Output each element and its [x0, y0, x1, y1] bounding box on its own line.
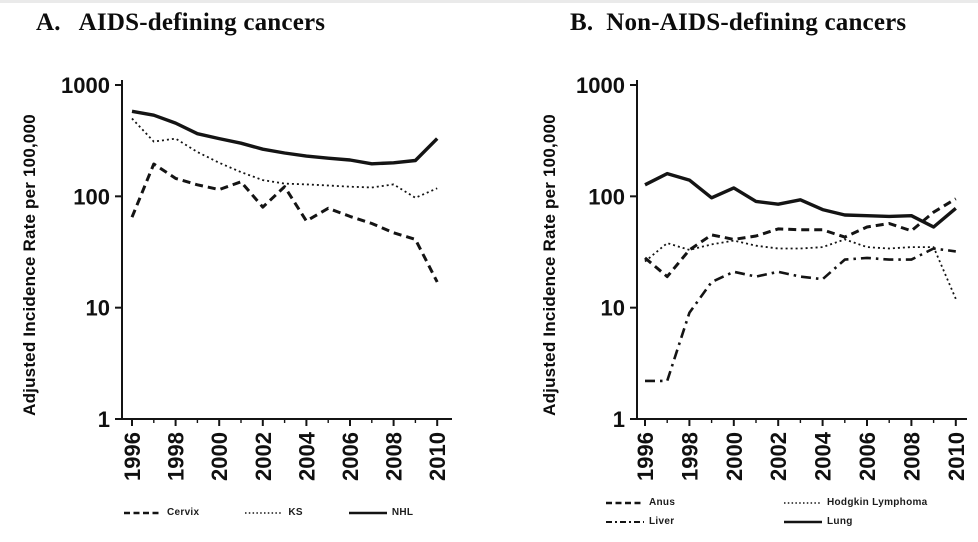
- legend-item-lung: Lung: [784, 516, 928, 527]
- x-tick-label: 2002: [766, 432, 791, 481]
- y-tick-label: 1: [98, 407, 110, 432]
- legend-line-sample-cervix: [124, 511, 162, 514]
- legend-line-sample-ks: [245, 511, 284, 514]
- x-tick-label: 2006: [338, 432, 363, 481]
- x-tick-label: 2000: [207, 432, 232, 481]
- legend-label-hodgkin-lymphoma: Hodgkin Lymphoma: [827, 497, 928, 508]
- x-tick-label: 2004: [294, 431, 319, 481]
- legend-item-anus: Anus: [606, 497, 784, 508]
- y-tick-label: 10: [86, 296, 110, 321]
- legend-line-sample-nhl: [348, 511, 387, 514]
- x-tick-label: 2002: [251, 432, 276, 481]
- y-tick-label: 1000: [576, 73, 625, 98]
- legend-line-sample-hodgkin-lymphoma: [784, 501, 822, 504]
- x-tick-label: 1998: [164, 432, 189, 481]
- legend-item-liver: Liver: [606, 516, 784, 527]
- x-tick-label: 2010: [425, 432, 450, 481]
- legend-line-sample-lung: [784, 520, 822, 523]
- series-line-liver: [645, 247, 956, 383]
- series-line-lung: [644, 171, 957, 229]
- x-tick-label: 2008: [899, 432, 924, 481]
- x-tick-label: 2000: [722, 432, 747, 481]
- x-tick-label: 1996: [633, 432, 658, 481]
- scan-artifact-top: [0, 0, 978, 3]
- chart-panel-b: 1 10 100 1000 1996 1998 2000 2002 2004 2006 2008 20…: [576, 73, 969, 481]
- series-line-anus: [644, 197, 957, 279]
- y-tick-label: 1000: [61, 73, 110, 98]
- y-tick-label: 100: [73, 184, 110, 209]
- x-tick-label: 2004: [811, 431, 836, 481]
- legend-item-hodgkin-lymphoma: Hodgkin Lymphoma: [784, 497, 928, 508]
- panel-b-title: B. Non-AIDS-defining cancers: [570, 9, 907, 36]
- x-tick-label: 2008: [382, 432, 407, 481]
- y-tick-label: 1: [613, 407, 625, 432]
- panel-a-title: A. AIDS-defining cancers: [36, 9, 326, 36]
- x-tick-label: 1996: [120, 432, 145, 481]
- chart-panel-a: 1 10 100 1000 1996 1998 2000 2002 2004 2006 2008 20…: [61, 73, 452, 481]
- legend-label-liver: Liver: [649, 516, 675, 527]
- legend-label-lung: Lung: [827, 516, 853, 527]
- legend-item-nhl: NHL: [348, 507, 414, 518]
- series-line-cervix: [130, 162, 439, 283]
- legend-label-anus: Anus: [649, 497, 676, 508]
- panel-b-legend: Anus Hodgkin Lymphoma Liver Lung: [606, 497, 928, 527]
- series-line-nhl: [131, 109, 439, 166]
- x-tick-label: 2010: [944, 432, 969, 481]
- series-line-hodgkin-lymphoma: [644, 238, 957, 300]
- legend-line-sample-anus: [606, 501, 644, 504]
- x-tick-label: 2006: [855, 432, 880, 481]
- x-tick-label: 1998: [677, 432, 702, 481]
- panel-a-legend: Cervix KS NHL: [124, 507, 413, 518]
- legend-label-ks: KS: [288, 507, 303, 518]
- y-tick-label: 10: [601, 296, 625, 321]
- legend-label-nhl: NHL: [391, 507, 414, 518]
- legend-line-sample-liver: [606, 520, 644, 523]
- legend-item-ks: KS: [245, 507, 303, 518]
- y-tick-label: 100: [588, 184, 625, 209]
- legend-label-cervix: Cervix: [167, 507, 200, 518]
- legend-item-cervix: Cervix: [124, 507, 199, 518]
